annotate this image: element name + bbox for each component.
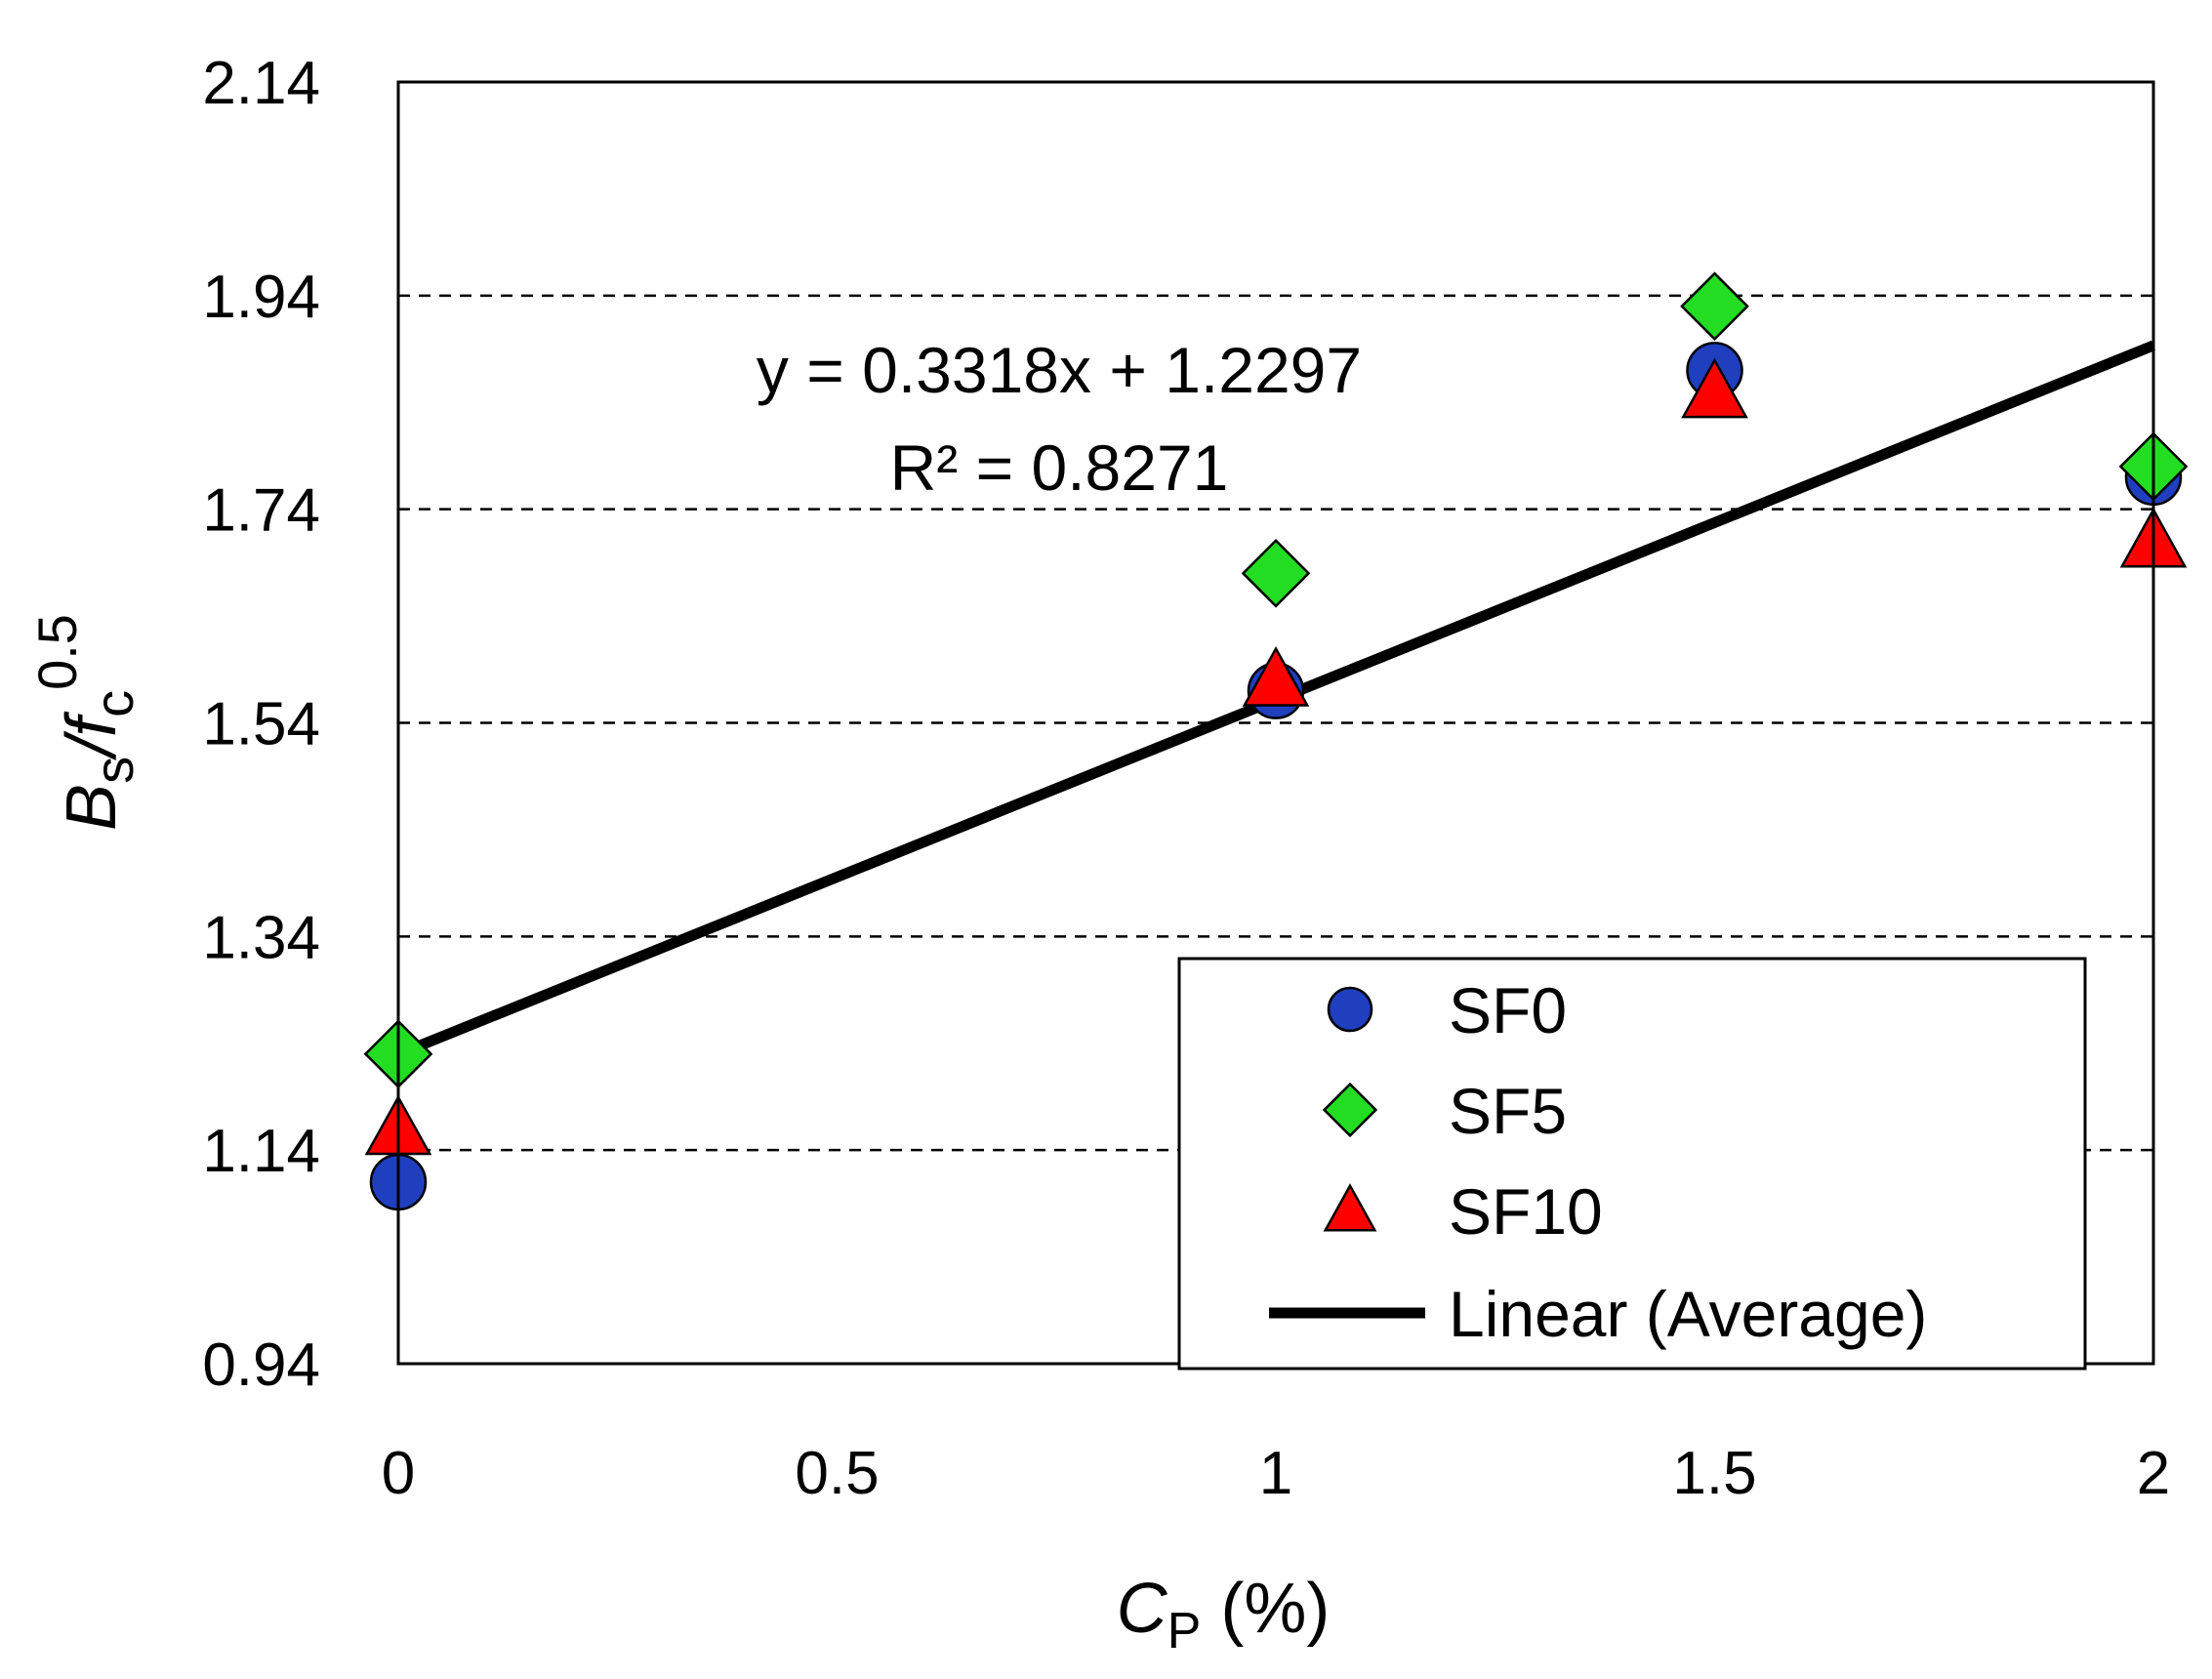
y-axis-base: B bbox=[53, 784, 131, 831]
legend-marker-sf5 bbox=[1322, 1082, 1378, 1138]
x-axis-title: CP (%) bbox=[1117, 1570, 1331, 1659]
y-axis-superscript: 0.5 bbox=[26, 614, 88, 690]
x-axis-unit: (%) bbox=[1201, 1570, 1330, 1648]
x-tick-label: 0 bbox=[382, 1440, 415, 1507]
point-sf10 bbox=[1681, 357, 1748, 419]
y-axis-base-subscript: s bbox=[83, 757, 144, 784]
trendline-equation: y = 0.3318x + 1.2297 bbox=[757, 334, 1362, 406]
legend-label-trendline: Linear (Average) bbox=[1449, 1278, 1927, 1350]
x-axis-subscript: P bbox=[1167, 1603, 1202, 1659]
y-tick-label: 2.14 bbox=[202, 50, 320, 117]
x-tick-label: 2 bbox=[2137, 1440, 2170, 1507]
y-axis-symbol-subscript: c bbox=[83, 690, 144, 717]
legend-box bbox=[1177, 957, 2087, 1371]
x-axis-symbol: C bbox=[1117, 1570, 1168, 1648]
y-tick-label: 1.54 bbox=[202, 691, 320, 758]
y-tick-labels: 0.94 1.14 1.34 1.54 1.74 1.94 2.14 bbox=[202, 50, 320, 1399]
x-tick-label: 1 bbox=[1259, 1440, 1292, 1507]
y-axis-title: Bs/fc0.5 bbox=[26, 614, 144, 831]
y-tick-label: 1.14 bbox=[202, 1118, 320, 1185]
legend-label-sf5: SF5 bbox=[1449, 1075, 1567, 1147]
legend-marker-sf0 bbox=[1327, 986, 1373, 1033]
x-tick-label: 1.5 bbox=[1672, 1440, 1756, 1507]
y-tick-label: 0.94 bbox=[202, 1331, 320, 1399]
legend-label-sf10: SF10 bbox=[1449, 1175, 1603, 1248]
point-sf5 bbox=[1680, 271, 1749, 342]
y-tick-label: 1.74 bbox=[202, 477, 320, 545]
legend: SF0 SF5 SF10 Linear (Average) bbox=[1177, 957, 2087, 1371]
point-sf10 bbox=[1242, 645, 1310, 707]
legend-marker-sf10 bbox=[1323, 1183, 1377, 1232]
x-tick-labels: 0 0.5 1 1.5 2 bbox=[382, 1440, 2170, 1507]
legend-label-sf0: SF0 bbox=[1449, 974, 1567, 1046]
r-squared-label: R² = 0.8271 bbox=[890, 431, 1229, 504]
x-tick-label: 0.5 bbox=[795, 1440, 879, 1507]
point-sf5 bbox=[1241, 538, 1311, 608]
y-tick-label: 1.34 bbox=[202, 904, 320, 971]
y-tick-label: 1.94 bbox=[202, 264, 320, 331]
